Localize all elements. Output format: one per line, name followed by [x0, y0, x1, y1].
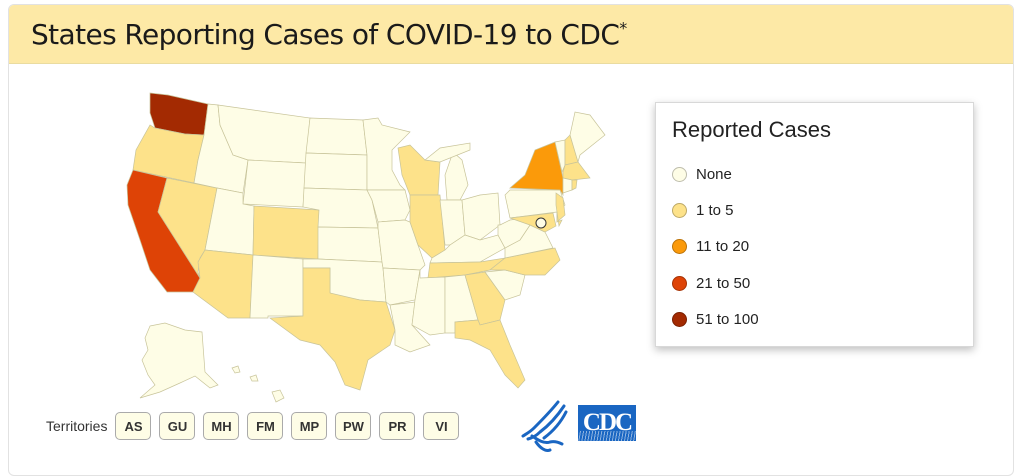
swatch-icon — [672, 312, 687, 327]
state-mi[interactable] — [424, 142, 471, 163]
state-mi[interactable] — [444, 151, 469, 201]
legend-title: Reported Cases — [672, 117, 831, 142]
swatch-icon — [672, 167, 687, 182]
territory-button-pr[interactable]: PR — [379, 412, 416, 440]
footnote-marker[interactable]: * — [619, 18, 627, 38]
legend-item-11-20: 11 to 20 — [672, 238, 749, 255]
legend: Reported Cases None 1 to 5 11 to 20 21 t… — [655, 102, 974, 347]
state-dc[interactable] — [535, 217, 547, 229]
state-ak[interactable] — [139, 322, 219, 399]
us-map — [126, 92, 606, 403]
state-co[interactable] — [252, 205, 320, 260]
territory-button-pw[interactable]: PW — [335, 412, 372, 440]
territory-button-fm[interactable]: FM — [247, 412, 284, 440]
legend-label: 21 to 50 — [696, 275, 751, 292]
cdc-logo: CDC — [578, 405, 636, 441]
state-tx[interactable] — [269, 267, 396, 391]
territory-button-gu[interactable]: GU — [159, 412, 196, 440]
state-oh[interactable] — [461, 192, 501, 241]
state-fl[interactable] — [454, 319, 526, 389]
state-wy[interactable] — [242, 159, 307, 208]
legend-label: 1 to 5 — [696, 202, 734, 219]
state-mn[interactable] — [362, 117, 411, 191]
legend-item-21-50: 21 to 50 — [672, 275, 750, 292]
title-text: States Reporting Cases of COVID-19 to CD… — [31, 17, 620, 51]
legend-item-51-100: 51 to 100 — [672, 311, 759, 328]
state-hi[interactable] — [231, 365, 285, 403]
swatch-icon — [672, 276, 687, 291]
territories-label: Territories — [46, 418, 108, 434]
legend-label: 51 to 100 — [696, 311, 759, 328]
state-nm[interactable] — [249, 254, 304, 319]
hhs-eagle-logo-icon — [521, 400, 568, 452]
territory-button-mh[interactable]: MH — [203, 412, 240, 440]
territory-button-mp[interactable]: MP — [291, 412, 328, 440]
territory-button-as[interactable]: AS — [115, 412, 152, 440]
territories-bar: Territories AS GU MH FM MP PW PR VI — [46, 412, 467, 440]
legend-label: 11 to 20 — [696, 238, 750, 255]
state-ma[interactable] — [562, 161, 591, 181]
legend-item-1-5: 1 to 5 — [672, 202, 734, 219]
state-mo[interactable] — [377, 219, 426, 271]
swatch-icon — [672, 203, 687, 218]
territory-button-vi[interactable]: VI — [423, 412, 460, 440]
state-ny[interactable] — [509, 141, 564, 197]
state-ks[interactable] — [317, 226, 383, 263]
swatch-icon — [672, 239, 687, 254]
state-az[interactable] — [192, 249, 254, 319]
state-nd[interactable] — [305, 117, 368, 156]
legend-label: None — [696, 166, 732, 183]
card-header: States Reporting Cases of COVID-19 to CD… — [9, 5, 1013, 64]
legend-item-none: None — [672, 166, 732, 183]
state-ct[interactable] — [562, 177, 573, 194]
page-title: States Reporting Cases of COVID-19 to CD… — [31, 18, 627, 51]
state-de[interactable] — [556, 211, 563, 228]
cdc-logo-text: CDC — [582, 409, 633, 436]
state-sd[interactable] — [303, 152, 368, 191]
state-wi[interactable] — [397, 144, 441, 196]
state-ri[interactable] — [571, 179, 578, 191]
state-ar[interactable] — [382, 267, 421, 306]
state-md[interactable] — [509, 212, 557, 233]
